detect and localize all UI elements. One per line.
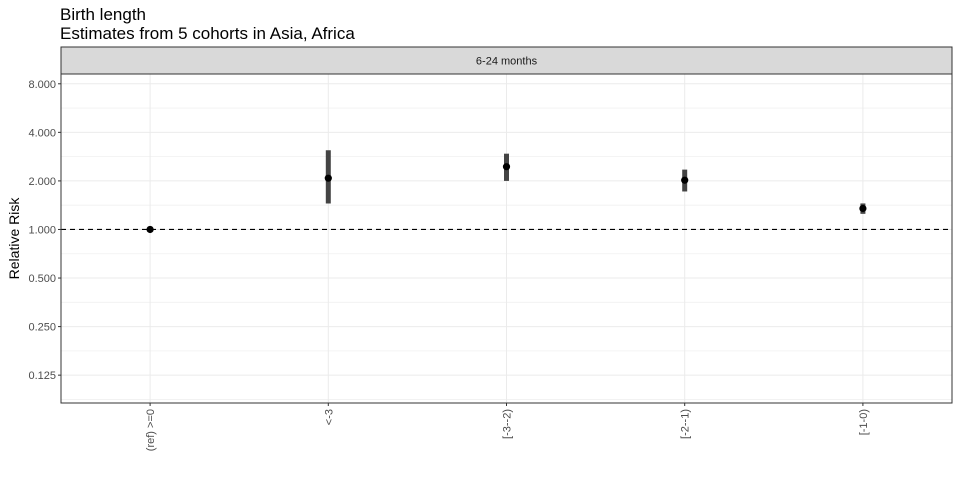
estimate-point	[146, 225, 154, 234]
facet-label: 6-24 months	[476, 56, 538, 68]
estimate-point	[324, 174, 332, 182]
y-tick-label: 8.000	[28, 79, 56, 91]
x-tick-label: (ref) >=0	[145, 409, 157, 451]
x-tick-label: [-1-0)	[858, 409, 870, 435]
chart-subtitle: Estimates from 5 cohorts in Asia, Africa	[60, 24, 355, 43]
estimate-point	[502, 163, 511, 171]
y-axis-title: Relative Risk	[6, 197, 22, 280]
y-tick-label: 0.125	[28, 370, 56, 382]
y-tick-label: 0.500	[28, 273, 56, 285]
x-tick-label: <-3	[323, 409, 335, 425]
estimate-point	[859, 204, 867, 213]
y-tick-label: 0.250	[28, 322, 56, 334]
chart-title: Birth length	[60, 5, 146, 24]
x-tick-label: [-2--1)	[680, 409, 692, 439]
y-tick-label: 4.000	[28, 127, 56, 139]
x-tick-label: [-3--2)	[502, 409, 514, 439]
y-tick-label: 1.000	[28, 224, 56, 236]
y-tick-label: 2.000	[28, 176, 56, 188]
facet-strip	[60, 46, 953, 75]
estimate-point	[681, 176, 689, 184]
